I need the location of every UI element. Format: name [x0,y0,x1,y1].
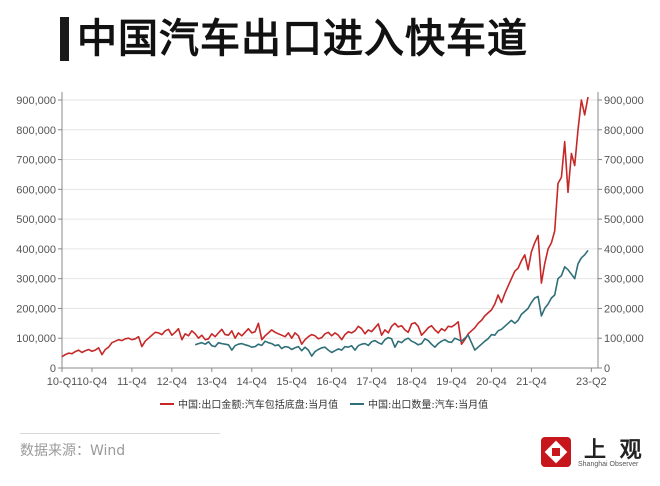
y-tick-label-right: 800,000 [604,125,644,137]
y-tick-label-right: 900,000 [604,95,644,107]
x-tick-label: 10-Q1 [47,376,78,388]
source-divider [20,433,220,434]
y-tick-label-right: 200,000 [604,303,644,315]
y-tick-label-left: 600,000 [16,184,56,196]
x-tick-label: 17-Q4 [356,376,387,388]
y-tick-label-left: 500,000 [16,214,56,226]
x-tick-label: 13-Q4 [197,376,228,388]
y-tick-label-left: 300,000 [16,274,56,286]
y-tick-label-left: 900,000 [16,95,56,107]
x-tick-label: 21-Q4 [516,376,547,388]
legend-label-2: 中国:出口数量:汽车:当月值 [368,398,488,411]
series-line-2 [194,249,589,357]
x-tick-label: 14-Q4 [236,376,267,388]
title-block: 中国汽车出口进入快车道 [60,14,528,64]
x-tick-label: 10-Q4 [77,376,108,388]
y-tick-label-left: 800,000 [16,125,56,137]
y-tick-label-right: 400,000 [604,244,644,256]
x-tick-label: 23-Q2 [576,376,607,388]
title-accent-bar [60,17,69,61]
x-tick-label: 19-Q4 [436,376,467,388]
brand-name: 上 观 [584,437,645,463]
legend-label-1: 中国:出口金额:汽车包括底盘:当月值 [178,398,338,411]
y-tick-label-right: 500,000 [604,214,644,226]
x-tick-label: 12-Q4 [157,376,188,388]
x-tick-label: 18-Q4 [396,376,427,388]
y-tick-label-left: 100,000 [16,333,56,345]
chart-title: 中国汽车出口进入快车道 [77,16,528,62]
y-tick-label-left: 200,000 [16,303,56,315]
x-tick-label: 15-Q4 [276,376,307,388]
brand-mark-icon [541,437,571,467]
series-line-1 [61,96,589,358]
y-tick-label-right: 100,000 [604,333,644,345]
y-tick-label-right: 600,000 [604,184,644,196]
chart-svg: 0 0 100,000 100,000 200,000 200,000 300,000 300… [16,92,644,411]
y-tick-label-right: 0 [604,363,610,375]
y-tick-label-left: 700,000 [16,155,56,167]
brand-name-en: Shanghai Observer [578,461,639,468]
y-tick-label-left: 0 [50,363,56,375]
y-tick-label-left: 400,000 [16,244,56,256]
y-tick-label-right: 300,000 [604,274,644,286]
x-tick-label: 20-Q4 [476,376,507,388]
y-tick-label-right: 700,000 [604,155,644,167]
data-source: 数据来源：Wind [20,443,126,459]
x-tick-label: 16-Q4 [316,376,347,388]
brand-logo: 上 观 Shanghai Observer [534,430,654,484]
x-tick-label: 11-Q4 [117,376,147,388]
